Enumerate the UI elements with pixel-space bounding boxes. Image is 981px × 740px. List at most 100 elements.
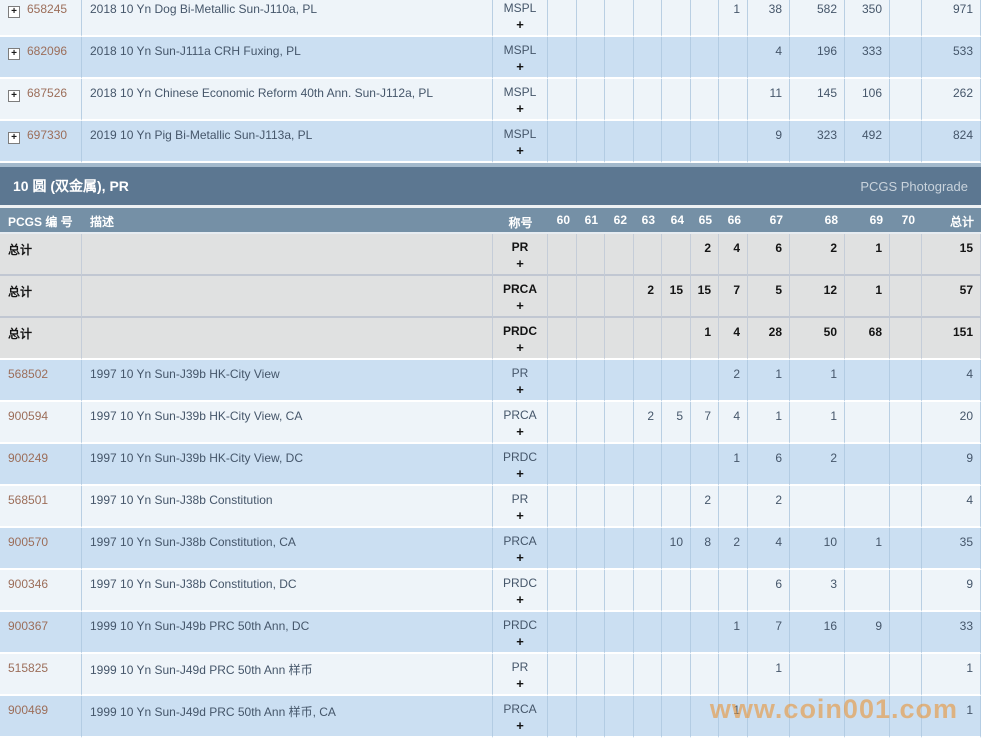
expand-icon[interactable]: + — [8, 90, 20, 102]
grade-value-65: 1 — [704, 325, 711, 339]
grade-cell-62 — [605, 0, 634, 37]
grade-cell-60 — [548, 318, 577, 360]
total-value: 533 — [952, 44, 973, 58]
grade-value-69: 350 — [861, 2, 882, 16]
grade-cell-64: 15 — [662, 276, 691, 318]
section-header-bar: 10 圆 (双金属), PR PCGS Photograde — [0, 163, 981, 205]
description-cell: 1997 10 Yn Sun-J39b HK-City View, DC — [82, 444, 493, 486]
grade-cell-67: 4 — [748, 37, 790, 79]
grade-cell-67: 1 — [748, 360, 790, 402]
pcgs-number-link[interactable]: 697330 — [27, 128, 68, 142]
pcgs-number-link[interactable]: 682096 — [27, 44, 68, 58]
grade-cell-66: 2 — [719, 528, 748, 570]
designation-label: MSPL — [503, 43, 537, 57]
expand-icon[interactable]: + — [8, 48, 20, 60]
pcgs-number-link[interactable]: 900570 — [8, 535, 49, 549]
grade-cell-65 — [691, 0, 719, 37]
grade-cell-65: 2 — [691, 486, 719, 528]
plus-designation-label: + — [516, 634, 524, 649]
summary-row: 总计 PRCA +2 15 15 7 5 12 1 57 — [0, 276, 981, 318]
grade-cell-63 — [634, 654, 662, 696]
description-text: 2018 10 Yn Dog Bi-Metallic Sun-J110a, PL — [90, 2, 318, 16]
pcgs-number-link[interactable]: 568501 — [8, 493, 49, 507]
pcgs-number-link[interactable]: 568502 — [8, 367, 49, 381]
summary-label-cell: 总计 — [0, 318, 82, 360]
grade-cell-65 — [691, 654, 719, 696]
grade-cell-66 — [719, 79, 748, 121]
grade-cell-65: 7 — [691, 402, 719, 444]
grade-cell-64 — [662, 121, 691, 163]
grade-cell-63 — [634, 360, 662, 402]
total-value: 4 — [966, 493, 973, 507]
pcgs-number-link[interactable]: 515825 — [8, 661, 49, 675]
designation-label: MSPL — [503, 127, 537, 141]
description-text: 2018 10 Yn Sun-J111a CRH Fuxing, PL — [90, 44, 301, 58]
total-value: 1 — [966, 703, 973, 717]
plus-designation-label: + — [516, 298, 524, 313]
grade-cell-62 — [605, 612, 634, 654]
grade-cell-67: 11 — [748, 79, 790, 121]
pcgs-number-link[interactable]: 658245 — [27, 2, 68, 16]
grade-cell-66: 1 — [719, 444, 748, 486]
pcgs-number-link[interactable]: 900594 — [8, 409, 49, 423]
grade-cell-61 — [577, 612, 605, 654]
pcgs-number-link[interactable]: 900346 — [8, 577, 49, 591]
plus-designation-label: + — [516, 382, 524, 397]
grade-cell-68: 2 — [790, 234, 845, 276]
grade-cell-66 — [719, 121, 748, 163]
grade-value-68: 2 — [830, 241, 837, 255]
pcgs-number-link[interactable]: 900469 — [8, 703, 49, 717]
grade-cell-62 — [605, 528, 634, 570]
pcgs-number-link[interactable]: 900249 — [8, 451, 49, 465]
table-row: 568502 1997 10 Yn Sun-J39b HK-City View PR… — [0, 360, 981, 402]
grade-cell-65 — [691, 444, 719, 486]
grade-value-67: 1 — [775, 661, 782, 675]
column-header-6: 63 — [634, 208, 662, 234]
table-row: 900249 1997 10 Yn Sun-J39b HK-City View, … — [0, 444, 981, 486]
table-row: +682096 2018 10 Yn Sun-J111a CRH Fuxing, … — [0, 37, 981, 79]
pcgs-number-link[interactable]: 687526 — [27, 86, 68, 100]
grade-cell-62 — [605, 570, 634, 612]
grade-cell-63 — [634, 121, 662, 163]
grade-cell-67: 2 — [748, 486, 790, 528]
grade-value-68: 1 — [830, 367, 837, 381]
grade-cell-62 — [605, 696, 634, 738]
plus-designation-label: + — [516, 59, 524, 74]
description-text: 1999 10 Yn Sun-J49b PRC 50th Ann, DC — [90, 619, 310, 633]
expand-icon[interactable]: + — [8, 6, 20, 18]
description-cell: 1999 10 Yn Sun-J49d PRC 50th Ann 样币 — [82, 654, 493, 696]
grade-cell-63 — [634, 696, 662, 738]
column-header-10: 67 — [748, 208, 790, 234]
pcgs-number-cell: 568502 — [0, 360, 82, 402]
total-value: 15 — [959, 241, 973, 255]
pcgs-number-cell: 900469 — [0, 696, 82, 738]
grade-cell-70 — [890, 444, 922, 486]
expand-icon[interactable]: + — [8, 132, 20, 144]
grade-value-66: 7 — [733, 283, 740, 297]
grade-cell-64 — [662, 696, 691, 738]
grade-value-67: 1 — [775, 409, 782, 423]
grade-value-67: 7 — [775, 619, 782, 633]
description-cell — [82, 276, 493, 318]
grade-cell-69: 1 — [845, 528, 890, 570]
grade-cell-70 — [890, 402, 922, 444]
designation-cell: PRCA + — [493, 528, 548, 570]
grade-cell-60 — [548, 360, 577, 402]
designation-label: PRCA — [503, 408, 537, 422]
description-text: 1997 10 Yn Sun-J38b Constitution, DC — [90, 577, 297, 591]
pcgs-number-link[interactable]: 900367 — [8, 619, 49, 633]
grade-value-69: 106 — [861, 86, 882, 100]
total-value: 33 — [959, 619, 973, 633]
grade-value-64: 15 — [669, 283, 683, 297]
column-header-9: 66 — [719, 208, 748, 234]
pcgs-number-cell: +687526 — [0, 79, 82, 121]
designation-label: PR — [511, 660, 529, 674]
grade-cell-68 — [790, 654, 845, 696]
description-cell: 1999 10 Yn Sun-J49d PRC 50th Ann 样币, CA — [82, 696, 493, 738]
grade-cell-60 — [548, 234, 577, 276]
grade-cell-69 — [845, 486, 890, 528]
grade-cell-64 — [662, 612, 691, 654]
pcgs-photograde-link[interactable]: PCGS Photograde — [860, 178, 968, 194]
grade-cell-64 — [662, 570, 691, 612]
grade-cell-62 — [605, 318, 634, 360]
